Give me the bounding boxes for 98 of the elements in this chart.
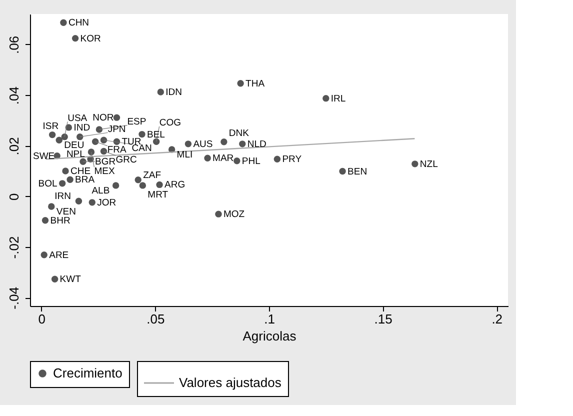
point	[157, 88, 164, 96]
x-tick-label: .05	[146, 312, 165, 326]
x-tick-label: .2	[492, 312, 503, 326]
annotation: BOL	[38, 178, 58, 190]
annotation: DNK	[228, 128, 250, 139]
y-tick-label: .04	[6, 86, 22, 105]
x-tick-label: 0	[38, 312, 46, 326]
annotation: BEL	[146, 129, 165, 140]
annotation: THA	[246, 78, 266, 90]
point	[48, 131, 56, 138]
annotation: KWT	[60, 274, 82, 286]
annotation: IRL	[330, 93, 346, 104]
annotation: DEU	[64, 140, 84, 152]
annotation: PRY	[282, 154, 302, 166]
point	[134, 176, 142, 184]
point	[88, 199, 96, 206]
annotation: NOR	[92, 112, 114, 124]
annotation: CHN	[68, 18, 90, 29]
point	[75, 198, 82, 204]
point	[239, 140, 246, 148]
annotation: JOR	[97, 197, 116, 208]
point	[412, 160, 418, 168]
legend-label: Crecimiento	[53, 366, 122, 380]
y-tick-label: .06	[6, 36, 22, 54]
point	[139, 182, 146, 189]
point	[92, 138, 99, 145]
annotation: PHL	[242, 156, 260, 167]
point	[184, 140, 192, 148]
annotation: MOZ	[223, 209, 245, 220]
point	[96, 126, 103, 133]
annotation: VEN	[56, 206, 76, 218]
annotation: JPN	[108, 124, 126, 135]
annotation: BHR	[50, 215, 70, 226]
y-tick-label: -.02	[6, 236, 22, 259]
point	[40, 251, 48, 258]
point	[274, 156, 281, 162]
annotation: FRA	[107, 144, 127, 156]
point	[112, 182, 120, 189]
point	[62, 168, 69, 174]
point	[56, 136, 62, 144]
legend-label: Valores ajustados	[179, 375, 282, 390]
point	[100, 136, 108, 144]
annotation: COG	[159, 118, 181, 129]
point	[80, 158, 86, 165]
annotation: ESP	[127, 116, 146, 128]
point	[42, 217, 49, 224]
annotation: SWE	[32, 150, 55, 162]
annotation: ISR	[42, 120, 59, 132]
annotation: AUS	[193, 138, 213, 150]
annotation: NPL	[66, 149, 85, 160]
y-tick-label: .02	[6, 137, 22, 156]
annotation: ZAF	[143, 170, 162, 181]
annotation: BEN	[348, 166, 368, 178]
point	[48, 203, 55, 210]
x-tick-label: .15	[374, 312, 392, 326]
annotation: ALB	[92, 185, 110, 196]
point	[113, 114, 120, 121]
y-tick-label: -.04	[6, 286, 22, 310]
point	[220, 138, 228, 146]
annotation: KOR	[80, 33, 102, 44]
annotation: USA	[68, 112, 88, 124]
point	[51, 276, 58, 283]
x-tick-label: .1	[264, 312, 275, 326]
annotation: MEX	[94, 166, 116, 178]
point	[215, 210, 222, 218]
point	[88, 148, 95, 156]
annotation: MRT	[148, 189, 168, 200]
annotation: NZL	[420, 158, 438, 170]
x-axis-title: Agricolas	[242, 328, 297, 344]
point	[156, 181, 163, 188]
point	[339, 168, 346, 175]
annotation: NLD	[247, 138, 267, 150]
annotation: MAR	[212, 153, 234, 164]
annotation: ARG	[164, 180, 186, 191]
point	[237, 80, 244, 87]
point	[234, 158, 240, 164]
point	[60, 19, 67, 26]
annotation: IDN	[166, 87, 182, 98]
annotation: GRC	[116, 154, 137, 166]
annotation: CHE	[70, 166, 91, 178]
point	[138, 130, 146, 138]
point	[204, 154, 211, 162]
point	[100, 148, 108, 155]
y-tick-label: 0	[6, 193, 22, 200]
point	[72, 34, 79, 42]
annotation: BGR	[95, 156, 116, 168]
point	[152, 138, 160, 145]
annotation: IND	[74, 122, 90, 134]
point	[58, 180, 66, 187]
annotation: CAN	[132, 143, 152, 154]
point	[322, 94, 330, 102]
annotation: MLI	[176, 149, 193, 160]
point	[66, 176, 74, 183]
annotation: ARE	[49, 250, 69, 261]
annotation: IRN	[54, 191, 72, 202]
annotation: BRA	[75, 174, 96, 186]
point	[76, 133, 84, 140]
point	[61, 133, 68, 140]
